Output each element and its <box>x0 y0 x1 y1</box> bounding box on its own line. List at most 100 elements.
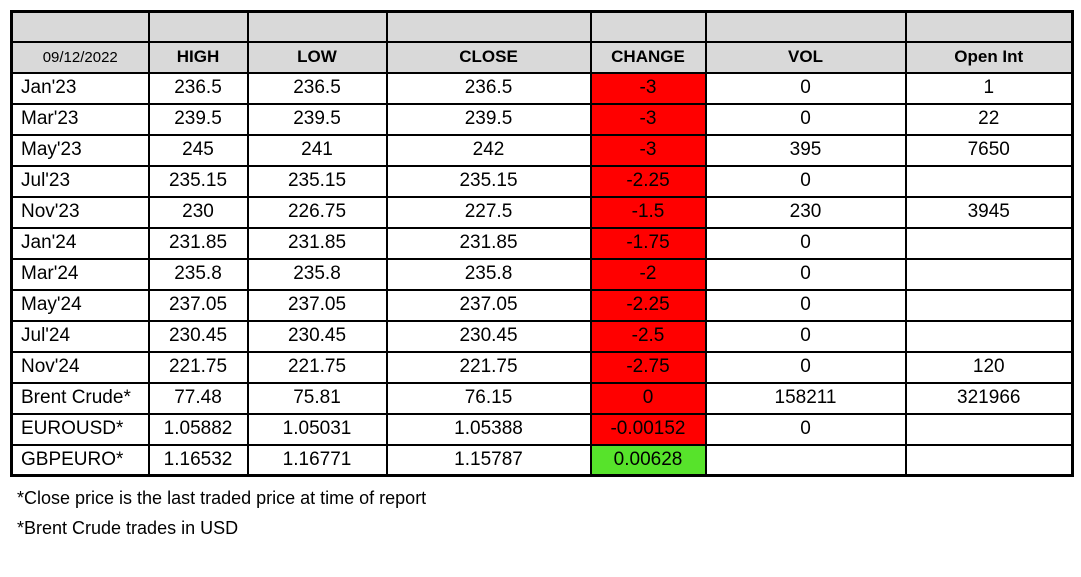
row-label-cell: Nov'24 <box>10 350 150 384</box>
footnote-brent-usd: *Brent Crude trades in USD <box>17 518 239 538</box>
row-label-cell: Jan'24 <box>10 226 150 260</box>
vol-cell: 0 <box>704 226 907 260</box>
open-int-cell: 7650 <box>904 133 1074 167</box>
vol-cell: 0 <box>704 257 907 291</box>
change-cell: -3 <box>589 133 707 167</box>
high-cell: 239.5 <box>147 102 249 136</box>
high-cell: 231.85 <box>147 226 249 260</box>
vol-cell <box>704 443 907 477</box>
table-row: Jul'23 235.15 235.15 235.15 -2.25 0 <box>10 164 1074 198</box>
table-row: Mar'23 239.5 239.5 239.5 -3 0 22 <box>10 102 1074 136</box>
change-cell: -2.75 <box>589 350 707 384</box>
open-int-cell <box>904 288 1074 322</box>
spacer-cell <box>589 10 707 43</box>
close-cell: 242 <box>385 133 592 167</box>
close-cell: 235.15 <box>385 164 592 198</box>
change-cell: -3 <box>589 71 707 105</box>
high-cell: 235.8 <box>147 257 249 291</box>
close-cell: 236.5 <box>385 71 592 105</box>
open-int-cell: 1 <box>904 71 1074 105</box>
open-int-cell: 22 <box>904 102 1074 136</box>
close-cell: 1.05388 <box>385 412 592 446</box>
open-int-cell: 120 <box>904 350 1074 384</box>
open-int-cell: 3945 <box>904 195 1074 229</box>
close-cell: 1.15787 <box>385 443 592 477</box>
change-cell: -0.00152 <box>589 412 707 446</box>
close-cell: 230.45 <box>385 319 592 353</box>
spacer-row <box>10 10 1074 43</box>
row-label-cell: EUROUSD* <box>10 412 150 446</box>
high-cell: 1.05882 <box>147 412 249 446</box>
row-label-cell: Nov'23 <box>10 195 150 229</box>
close-cell: 237.05 <box>385 288 592 322</box>
close-cell: 76.15 <box>385 381 592 415</box>
change-cell: -1.5 <box>589 195 707 229</box>
open-int-cell <box>904 443 1074 477</box>
low-cell: 235.15 <box>246 164 388 198</box>
vol-cell: 0 <box>704 288 907 322</box>
open-int-cell: 321966 <box>904 381 1074 415</box>
spacer-cell <box>904 10 1074 43</box>
vol-cell: 0 <box>704 71 907 105</box>
col-header-vol: VOL <box>704 40 907 74</box>
row-label-cell: GBPEURO* <box>10 443 150 477</box>
change-cell: -2.25 <box>589 288 707 322</box>
row-label-cell: Jul'24 <box>10 319 150 353</box>
vol-cell: 0 <box>704 319 907 353</box>
table-row: May'23 245 241 242 -3 395 7650 <box>10 133 1074 167</box>
low-cell: 231.85 <box>246 226 388 260</box>
open-int-cell <box>904 319 1074 353</box>
low-cell: 239.5 <box>246 102 388 136</box>
spacer-cell <box>10 10 150 43</box>
open-int-cell <box>904 164 1074 198</box>
open-int-cell <box>904 257 1074 291</box>
table-row: Jan'23 236.5 236.5 236.5 -3 0 1 <box>10 71 1074 105</box>
high-cell: 236.5 <box>147 71 249 105</box>
table-row: May'24 237.05 237.05 237.05 -2.25 0 <box>10 288 1074 322</box>
change-cell: -2.25 <box>589 164 707 198</box>
vol-cell: 0 <box>704 102 907 136</box>
col-header-high: HIGH <box>147 40 249 74</box>
low-cell: 1.05031 <box>246 412 388 446</box>
open-int-cell <box>904 226 1074 260</box>
table-row: GBPEURO* 1.16532 1.16771 1.15787 0.00628 <box>10 443 1074 477</box>
close-cell: 227.5 <box>385 195 592 229</box>
spacer-cell <box>704 10 907 43</box>
close-cell: 231.85 <box>385 226 592 260</box>
vol-cell: 158211 <box>704 381 907 415</box>
row-label-cell: Brent Crude* <box>10 381 150 415</box>
vol-cell: 395 <box>704 133 907 167</box>
high-cell: 235.15 <box>147 164 249 198</box>
low-cell: 237.05 <box>246 288 388 322</box>
table-row: Jan'24 231.85 231.85 231.85 -1.75 0 <box>10 226 1074 260</box>
high-cell: 245 <box>147 133 249 167</box>
close-cell: 221.75 <box>385 350 592 384</box>
table-row: Brent Crude* 77.48 75.81 76.15 0 158211 321966 <box>10 381 1074 415</box>
low-cell: 226.75 <box>246 195 388 229</box>
change-cell: -2 <box>589 257 707 291</box>
col-header-low: LOW <box>246 40 388 74</box>
high-cell: 1.16532 <box>147 443 249 477</box>
col-header-open-int: Open Int <box>904 40 1074 74</box>
change-cell: -2.5 <box>589 319 707 353</box>
footnote-close-price: *Close price is the last traded price at… <box>17 488 427 508</box>
low-cell: 236.5 <box>246 71 388 105</box>
vol-cell: 230 <box>704 195 907 229</box>
table-row: Nov'23 230 226.75 227.5 -1.5 230 3945 <box>10 195 1074 229</box>
table-row: EUROUSD* 1.05882 1.05031 1.05388 -0.00152 0 <box>10 412 1074 446</box>
row-label-cell: Jul'23 <box>10 164 150 198</box>
change-cell: -3 <box>589 102 707 136</box>
table-row: Mar'24 235.8 235.8 235.8 -2 0 <box>10 257 1074 291</box>
high-cell: 230.45 <box>147 319 249 353</box>
header-row: 09/12/2022 HIGH LOW CLOSE CHANGE VOL Ope… <box>10 40 1074 74</box>
low-cell: 241 <box>246 133 388 167</box>
change-cell: 0.00628 <box>589 443 707 477</box>
futures-price-table: 09/12/2022 HIGH LOW CLOSE CHANGE VOL Ope… <box>10 10 1074 477</box>
low-cell: 1.16771 <box>246 443 388 477</box>
high-cell: 77.48 <box>147 381 249 415</box>
row-label-cell: Mar'24 <box>10 257 150 291</box>
high-cell: 221.75 <box>147 350 249 384</box>
low-cell: 230.45 <box>246 319 388 353</box>
spacer-cell <box>246 10 388 43</box>
